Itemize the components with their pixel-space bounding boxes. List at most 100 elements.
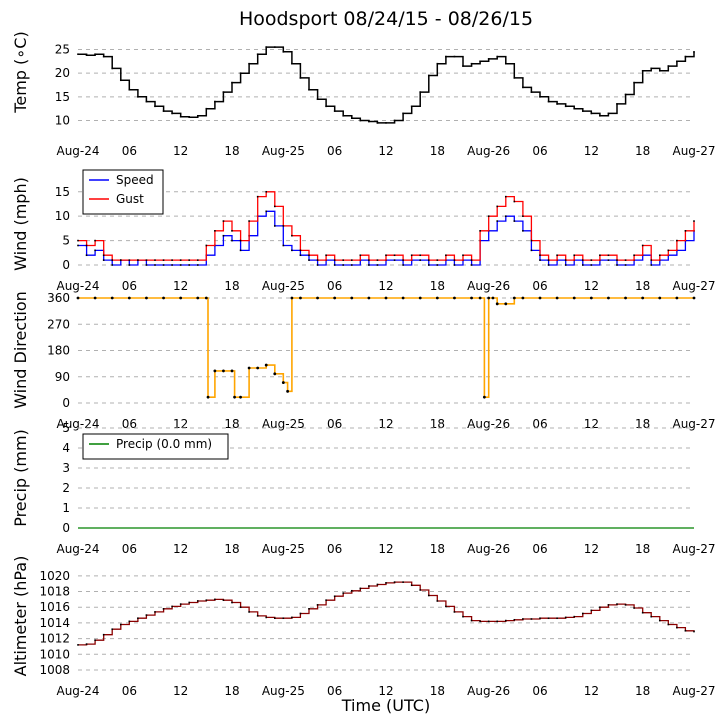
data-point xyxy=(179,115,182,118)
data-point xyxy=(333,296,337,300)
data-point xyxy=(290,296,294,300)
data-point xyxy=(462,65,464,67)
data-point xyxy=(188,264,191,266)
data-point xyxy=(419,589,422,591)
data-point xyxy=(85,54,88,56)
data-point xyxy=(607,112,610,115)
data-point xyxy=(616,259,618,261)
data-point xyxy=(282,244,285,247)
data-point xyxy=(376,264,379,266)
data-point xyxy=(291,234,293,237)
data-point xyxy=(641,69,644,72)
data-point xyxy=(273,205,276,208)
data-point xyxy=(94,239,96,242)
x-tick-label: 06 xyxy=(532,417,547,431)
legend-label: Gust xyxy=(116,192,144,206)
data-point xyxy=(539,617,541,620)
data-point xyxy=(564,105,567,108)
data-point xyxy=(539,96,541,98)
data-point xyxy=(291,616,293,619)
data-point xyxy=(556,254,558,257)
data-point xyxy=(402,112,404,115)
data-point xyxy=(214,598,216,601)
series-line-temp xyxy=(78,46,695,124)
data-point xyxy=(504,619,507,622)
data-point xyxy=(299,77,302,79)
y-tick-label: 1010 xyxy=(39,647,70,661)
data-point xyxy=(325,105,327,108)
data-point xyxy=(247,366,251,370)
data-point xyxy=(590,609,593,612)
x-tick-label: 12 xyxy=(584,684,599,698)
data-point xyxy=(504,302,508,306)
data-point xyxy=(487,620,490,623)
data-point xyxy=(205,107,208,110)
x-tick-label: 12 xyxy=(378,279,393,293)
data-point xyxy=(248,62,250,65)
x-tick-label: 18 xyxy=(224,417,239,431)
data-point xyxy=(350,296,354,300)
data-point xyxy=(154,264,156,266)
data-point xyxy=(675,296,679,300)
y-tick-label: 15 xyxy=(55,185,70,199)
legend-label: Precip (0.0 mm) xyxy=(116,437,212,451)
data-point xyxy=(393,254,396,257)
data-point xyxy=(513,77,516,79)
data-point xyxy=(94,53,96,56)
data-point xyxy=(538,296,542,300)
data-point xyxy=(214,100,216,103)
data-point xyxy=(171,259,173,261)
data-point xyxy=(641,244,644,247)
data-point xyxy=(325,254,327,257)
data-point xyxy=(256,366,260,370)
data-point xyxy=(470,264,473,266)
data-point xyxy=(470,619,473,622)
x-tick-label: Aug-27 xyxy=(672,684,715,698)
data-point xyxy=(693,51,695,53)
data-point xyxy=(85,254,88,257)
data-point xyxy=(624,259,627,261)
legend-label: Speed xyxy=(116,173,154,187)
x-tick-label: 06 xyxy=(532,542,547,556)
x-tick-label: 06 xyxy=(327,279,342,293)
data-point xyxy=(393,259,396,261)
data-point xyxy=(179,603,182,605)
data-point xyxy=(154,105,156,108)
data-point xyxy=(616,603,618,605)
data-point xyxy=(581,110,584,112)
data-point xyxy=(128,620,131,623)
x-tick-label: 18 xyxy=(224,684,239,698)
data-point xyxy=(196,259,199,261)
data-point xyxy=(188,601,191,604)
data-point xyxy=(376,583,379,586)
x-tick-label: 06 xyxy=(122,684,137,698)
data-point xyxy=(607,604,610,606)
data-point xyxy=(641,296,645,300)
data-point xyxy=(93,296,97,300)
y-tick-label: 1012 xyxy=(39,632,70,646)
y-tick-label: 0 xyxy=(62,521,70,535)
x-tick-label: 06 xyxy=(122,279,137,293)
x-tick-label: 12 xyxy=(173,417,188,431)
data-point xyxy=(453,296,456,300)
data-point xyxy=(273,225,276,227)
data-point xyxy=(368,585,370,587)
data-point xyxy=(513,220,516,222)
x-tick-label: Aug-27 xyxy=(672,279,715,293)
data-point xyxy=(359,119,362,122)
data-point xyxy=(342,264,345,266)
legend-box xyxy=(82,169,164,215)
data-point xyxy=(555,296,559,300)
data-point xyxy=(222,599,225,601)
x-tick-label: 12 xyxy=(173,542,188,556)
data-point xyxy=(222,369,225,373)
data-point xyxy=(402,581,404,583)
data-point xyxy=(445,254,447,257)
data-point xyxy=(145,259,148,261)
data-point xyxy=(692,296,696,300)
x-tick-label: 18 xyxy=(635,279,650,293)
data-point xyxy=(590,112,593,115)
y-tick-label: 1020 xyxy=(39,569,70,583)
data-point xyxy=(658,254,661,257)
